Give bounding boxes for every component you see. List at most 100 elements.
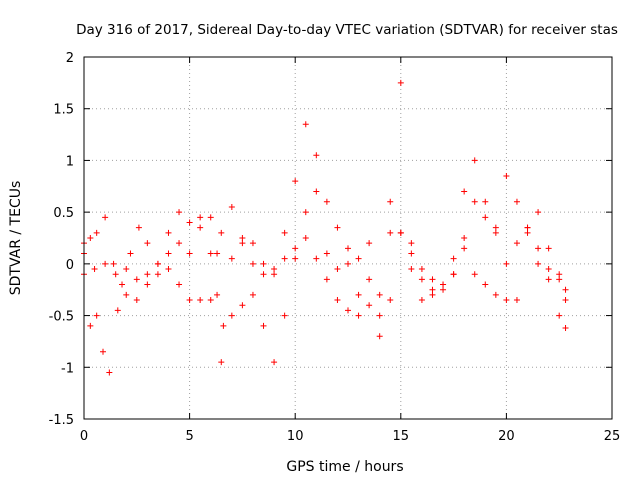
data-point xyxy=(408,266,415,273)
data-point xyxy=(545,276,552,283)
x-axis-label: GPS time / hours xyxy=(286,459,403,475)
data-point xyxy=(119,281,126,288)
data-point xyxy=(186,297,193,304)
data-point xyxy=(214,250,221,257)
data-point xyxy=(271,359,278,366)
data-point xyxy=(228,255,235,262)
tick-labels: -1.5-1-0.500.511.520 5 10 15 20 25 xyxy=(49,51,621,444)
data-point xyxy=(93,312,100,319)
data-point xyxy=(112,271,119,278)
data-point xyxy=(197,297,204,304)
data-point xyxy=(239,240,246,247)
data-point xyxy=(123,266,130,273)
y-axis-label: SDTVAR / TECUs xyxy=(8,181,24,296)
data-point xyxy=(186,250,193,257)
data-point xyxy=(482,281,489,288)
data-point xyxy=(429,291,436,298)
data-point xyxy=(562,324,569,331)
data-point xyxy=(239,302,246,309)
data-point xyxy=(260,271,267,278)
data-point xyxy=(292,255,299,262)
data-point xyxy=(323,276,330,283)
data-point xyxy=(207,250,214,257)
data-point xyxy=(313,152,320,159)
data-point xyxy=(207,214,214,221)
data-point xyxy=(556,276,563,283)
data-point xyxy=(461,188,468,195)
data-point xyxy=(366,240,373,247)
data-point xyxy=(334,266,341,273)
data-point xyxy=(144,271,151,278)
x-tick-label: 15 xyxy=(393,429,410,444)
data-point xyxy=(127,250,134,257)
data-point xyxy=(133,297,140,304)
data-point xyxy=(93,229,100,236)
x-tick-label: 0 xyxy=(80,429,88,444)
data-point xyxy=(313,188,320,195)
y-tick-label: 1 xyxy=(66,154,74,169)
data-point xyxy=(154,260,161,267)
x-tick-label: 10 xyxy=(287,429,304,444)
data-point xyxy=(176,281,183,288)
data-point xyxy=(397,229,404,236)
data-point xyxy=(281,229,288,236)
data-point xyxy=(556,312,563,319)
data-point xyxy=(218,359,225,366)
data-point xyxy=(249,240,256,247)
data-point xyxy=(545,245,552,252)
data-point xyxy=(387,297,394,304)
data-point xyxy=(355,312,362,319)
data-point xyxy=(214,291,221,298)
data-point xyxy=(503,172,510,179)
data-point xyxy=(102,260,109,267)
data-point xyxy=(345,260,351,267)
data-point xyxy=(429,276,436,283)
data-point xyxy=(249,291,256,298)
y-tick-label: -1.5 xyxy=(49,413,74,428)
data-point xyxy=(440,286,447,293)
data-point xyxy=(220,322,227,329)
data-point xyxy=(271,266,278,273)
data-point xyxy=(418,276,425,283)
data-point xyxy=(302,209,309,216)
data-point xyxy=(87,235,94,241)
data-point xyxy=(355,291,362,298)
data-point xyxy=(197,224,204,231)
data-point xyxy=(429,286,436,293)
data-point xyxy=(345,307,351,314)
data-point xyxy=(114,307,121,314)
data-point xyxy=(418,266,425,273)
x-tick-label: 25 xyxy=(604,429,621,444)
data-point xyxy=(513,240,520,247)
data-point xyxy=(376,312,383,319)
data-point xyxy=(535,245,542,252)
data-point xyxy=(271,271,278,278)
data-point xyxy=(503,260,510,267)
data-point xyxy=(397,79,404,86)
data-point xyxy=(471,157,478,164)
data-point xyxy=(323,198,330,205)
data-point xyxy=(355,255,362,262)
data-point xyxy=(366,276,373,283)
data-point xyxy=(260,322,267,329)
y-tick-label: 0 xyxy=(66,258,74,273)
data-point xyxy=(535,260,542,267)
y-tick-label: 2 xyxy=(66,51,74,66)
data-point xyxy=(535,209,542,216)
data-point xyxy=(461,235,468,241)
data-point xyxy=(334,224,341,231)
y-tick-label: -0.5 xyxy=(49,310,74,325)
data-point xyxy=(249,260,256,267)
x-tick-label: 20 xyxy=(498,429,515,444)
data-point xyxy=(482,214,489,221)
data-point xyxy=(556,271,563,278)
data-point xyxy=(408,250,415,257)
y-tick-label: 0.5 xyxy=(53,206,74,221)
data-point xyxy=(154,271,161,278)
data-point xyxy=(186,219,193,226)
data-point xyxy=(228,312,235,319)
data-point xyxy=(102,214,109,221)
data-point xyxy=(345,245,351,252)
plot-frame xyxy=(83,56,613,420)
